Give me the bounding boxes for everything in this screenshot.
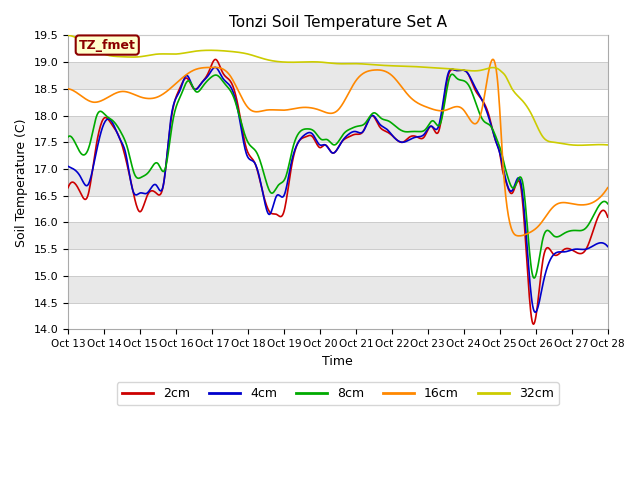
Bar	[68, 36, 608, 62]
Bar	[68, 196, 608, 222]
Bar	[68, 302, 608, 329]
Legend: 2cm, 4cm, 8cm, 16cm, 32cm: 2cm, 4cm, 8cm, 16cm, 32cm	[116, 383, 559, 406]
Bar	[68, 89, 608, 116]
Text: TZ_fmet: TZ_fmet	[79, 38, 136, 51]
X-axis label: Time: Time	[323, 355, 353, 368]
Y-axis label: Soil Temperature (C): Soil Temperature (C)	[15, 118, 28, 247]
Bar	[68, 142, 608, 169]
Title: Tonzi Soil Temperature Set A: Tonzi Soil Temperature Set A	[229, 15, 447, 30]
Bar	[68, 249, 608, 276]
